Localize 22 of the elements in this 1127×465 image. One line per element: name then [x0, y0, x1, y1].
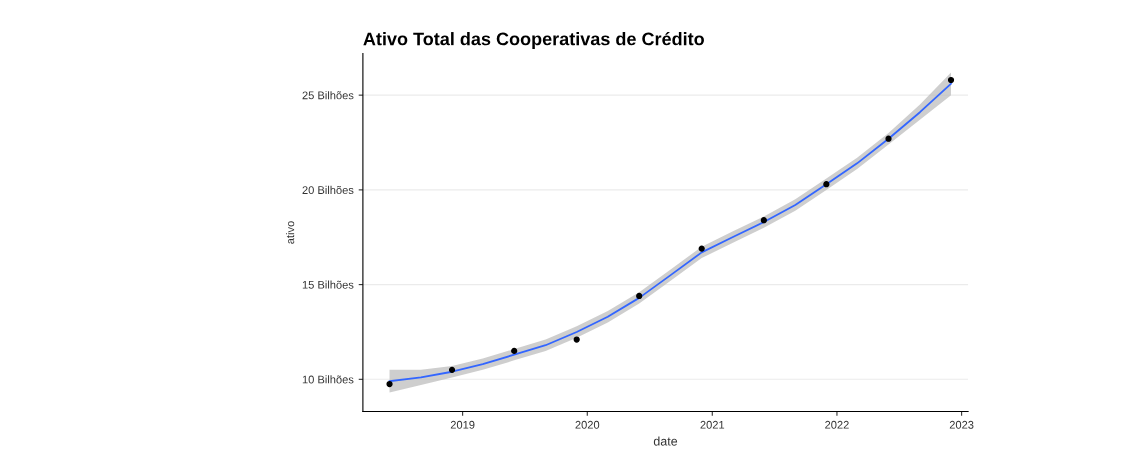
y-tick-label: 20 Bilhões [302, 185, 354, 195]
x-axis-title: date [653, 436, 678, 446]
point [760, 217, 767, 224]
point [511, 347, 518, 355]
point [573, 336, 580, 343]
point [448, 366, 456, 373]
x-tick-label: 2023 [949, 420, 974, 429]
point [698, 245, 705, 252]
point [823, 181, 830, 188]
x-tick-label: 2020 [575, 420, 600, 429]
point [636, 292, 643, 300]
point [885, 135, 892, 142]
point [947, 76, 955, 84]
x-tick-label: 2019 [450, 420, 475, 429]
y-axis-title: ativo [286, 221, 295, 244]
chart-title: Ativo Total das Cooperativas de Crédito [363, 31, 704, 49]
point [386, 380, 393, 388]
y-tick-label: 15 Bilhões [302, 280, 354, 289]
x-tick-label: 2022 [825, 420, 849, 429]
y-tick-label: 10 Bilhões [302, 375, 354, 384]
x-tick-label: 2021 [700, 420, 725, 429]
y-tick-label: 25 Bilhões [302, 91, 354, 100]
